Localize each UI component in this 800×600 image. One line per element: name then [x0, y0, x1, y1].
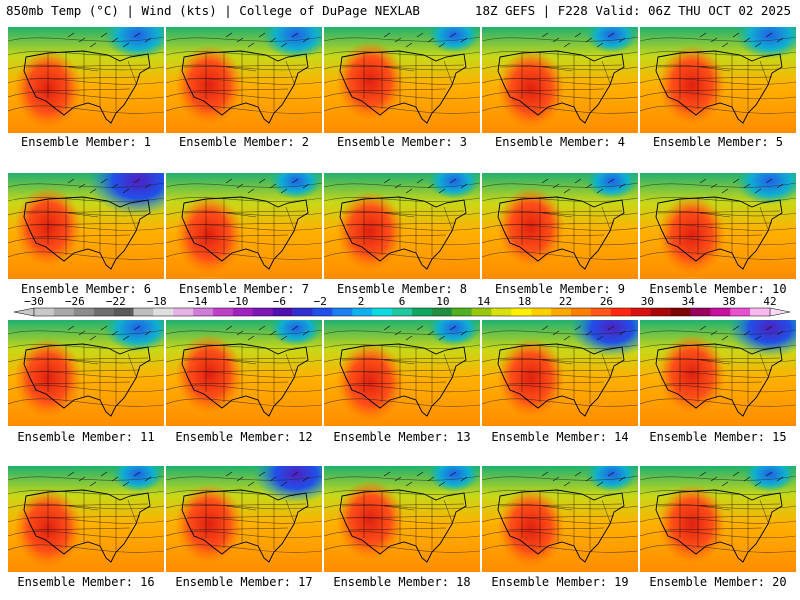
ensemble-member-label: Ensemble Member: 16	[17, 575, 155, 589]
ensemble-member-label: Ensemble Member: 14	[491, 430, 629, 444]
ensemble-member-label: Ensemble Member: 10	[649, 282, 787, 296]
ensemble-member-label: Ensemble Member: 4	[494, 135, 626, 149]
ensemble-member-map	[324, 27, 480, 133]
colorbar-tick-label: −18	[147, 295, 167, 308]
ensemble-member-label: Ensemble Member: 12	[175, 430, 313, 444]
ensemble-member-map	[166, 27, 322, 133]
colorbar-tick-label: −26	[65, 295, 85, 308]
ensemble-member-map	[324, 466, 480, 572]
ensemble-member-map	[166, 320, 322, 426]
ensemble-member-label: Ensemble Member: 1	[20, 135, 152, 149]
colorbar-tick-label: −6	[273, 295, 286, 308]
ensemble-member-map	[166, 466, 322, 572]
colorbar-tick-label: 14	[477, 295, 491, 308]
ensemble-member-label: Ensemble Member: 3	[336, 135, 468, 149]
colorbar-tick-label: 18	[518, 295, 531, 308]
ensemble-member-map	[8, 466, 164, 572]
colorbar-tick-label: 34	[682, 295, 696, 308]
ensemble-member-label: Ensemble Member: 18	[333, 575, 471, 589]
ensemble-member-map	[640, 466, 796, 572]
colorbar-tick-label: 42	[763, 295, 776, 308]
ensemble-member-map	[482, 466, 638, 572]
colorbar-tick-label: −2	[314, 295, 327, 308]
colorbar-tick-label: −30	[24, 295, 44, 308]
ensemble-member-map	[640, 320, 796, 426]
ensemble-member-map	[482, 27, 638, 133]
ensemble-member-label: Ensemble Member: 11	[17, 430, 155, 444]
colorbar-tick-label: 26	[600, 295, 613, 308]
ensemble-member-label: Ensemble Member: 20	[649, 575, 787, 589]
ensemble-member-map	[640, 27, 796, 133]
ensemble-member-label: Ensemble Member: 6	[20, 282, 152, 296]
ensemble-member-map	[8, 173, 164, 279]
colorbar-tick-label: −22	[106, 295, 126, 308]
ensemble-member-label: Ensemble Member: 5	[652, 135, 784, 149]
colorbar-tick-label: −14	[188, 295, 208, 308]
colorbar-tick-label: 30	[641, 295, 654, 308]
ensemble-member-label: Ensemble Member: 7	[178, 282, 310, 296]
ensemble-member-map	[324, 173, 480, 279]
ensemble-member-map	[640, 173, 796, 279]
ensemble-member-map	[324, 320, 480, 426]
ensemble-member-label: Ensemble Member: 15	[649, 430, 787, 444]
colorbar-tick-label: 2	[358, 295, 365, 308]
colorbar-tick-label: −10	[229, 295, 249, 308]
ensemble-member-map	[8, 27, 164, 133]
run-valid-time: 18Z GEFS | F228 Valid: 06Z THU OCT 02 20…	[474, 3, 791, 18]
temperature-colorbar: −30 −26 −22 −18 −14 −10 −6 −2 2 6 10 14 18 22 26 30 34 38…	[13, 295, 791, 317]
ensemble-member-map	[8, 320, 164, 426]
ensemble-member-map	[482, 320, 638, 426]
ensemble-member-map	[166, 173, 322, 279]
colorbar-tick-label: 10	[436, 295, 449, 308]
map-title: 850mb Temp (°C) | Wind (kts) | College o…	[6, 3, 420, 18]
ensemble-member-label: Ensemble Member: 13	[333, 430, 471, 444]
ensemble-member-label: Ensemble Member: 9	[494, 282, 626, 296]
ensemble-member-label: Ensemble Member: 2	[178, 135, 310, 149]
ensemble-member-label: Ensemble Member: 17	[175, 575, 313, 589]
ensemble-member-label: Ensemble Member: 19	[491, 575, 629, 589]
colorbar-tick-label: 38	[722, 295, 735, 308]
colorbar-tick-label: 22	[559, 295, 572, 308]
colorbar-tick-label: 6	[399, 295, 406, 308]
ensemble-member-label: Ensemble Member: 8	[336, 282, 468, 296]
ensemble-member-map	[482, 173, 638, 279]
